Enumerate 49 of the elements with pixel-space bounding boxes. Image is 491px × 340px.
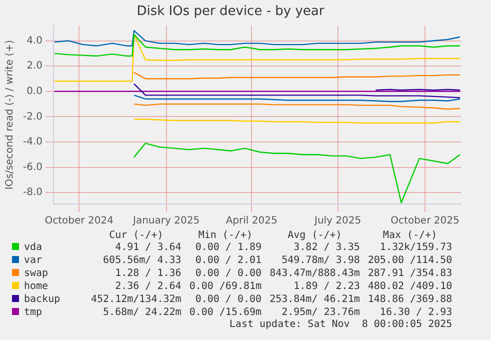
- text: Max (-/+): [382, 230, 438, 241]
- text: 0.00 / 0.00: [194, 293, 263, 306]
- x-tick-label: January 2025: [132, 216, 200, 227]
- x-tick-label: October 2025: [390, 216, 460, 227]
- text: 0.00 / 1.89: [194, 241, 263, 254]
- legend-label: swap: [23, 267, 50, 280]
- text: 287.91 /354.83: [366, 267, 454, 280]
- text: 205.00 /114.50: [366, 254, 454, 267]
- text: 1.89 / 2.23: [292, 280, 361, 293]
- legend-label: tmp: [23, 306, 44, 319]
- text: 843.47m/888.43m: [268, 267, 361, 280]
- y-tick-label: 0.0: [26, 86, 43, 97]
- text: Min (-/+): [197, 230, 254, 241]
- text: 2.36 / 2.64: [114, 280, 182, 293]
- y-tick-label: 2.0: [26, 60, 43, 72]
- y-tick-label: -6.0: [22, 162, 43, 173]
- text: 452.12m/134.32m: [90, 293, 182, 306]
- text: 4.91 / 3.64: [114, 241, 182, 254]
- text: 3.82 / 3.35: [292, 241, 361, 254]
- y-tick-label: -4.0: [22, 136, 43, 148]
- text: Last update: Sat Nov 8 00:00:05 2025: [228, 319, 454, 330]
- legend-label: home: [23, 280, 50, 293]
- text: 549.78m/ 3.98: [280, 254, 361, 267]
- text: 5.68m/ 24.22m: [102, 306, 182, 319]
- text: 1.28 / 1.36: [114, 267, 182, 280]
- chart-title: Disk IOs per device - by year: [136, 4, 325, 20]
- text: 16.30 / 2.93: [378, 306, 454, 319]
- text: 1.32k/159.73: [378, 241, 454, 254]
- y-tick-label: 4.0: [26, 35, 43, 46]
- text: 253.84m/ 46.21m: [268, 293, 361, 306]
- y-tick-label: -8.0: [22, 187, 43, 198]
- legend-label: vda: [23, 241, 44, 254]
- x-tick-label: April 2025: [226, 216, 278, 227]
- text: 605.56m/ 4.33: [102, 254, 182, 267]
- text: 0.00 / 2.01: [194, 254, 263, 267]
- text: Avg (-/+): [286, 230, 343, 241]
- x-tick-label: July 2025: [313, 216, 362, 227]
- text: 0.00 /15.69m: [188, 306, 263, 319]
- legend-label: var: [23, 254, 44, 267]
- x-tick-label: October 2024: [44, 216, 114, 227]
- text: 0.00 /69.81m: [188, 280, 263, 293]
- text: 480.02 /409.10: [366, 280, 454, 293]
- legend-label: backup: [23, 293, 62, 306]
- y-axis-title: IOs/second read (-) / write (+): [4, 40, 16, 190]
- text: Cur (-/+): [108, 230, 164, 241]
- text: 0.00 / 0.00: [194, 267, 263, 280]
- text: 148.86 /369.88: [366, 293, 454, 306]
- text: 2.95m/ 23.76m: [280, 306, 361, 319]
- y-tick-label: -2.0: [22, 111, 43, 122]
